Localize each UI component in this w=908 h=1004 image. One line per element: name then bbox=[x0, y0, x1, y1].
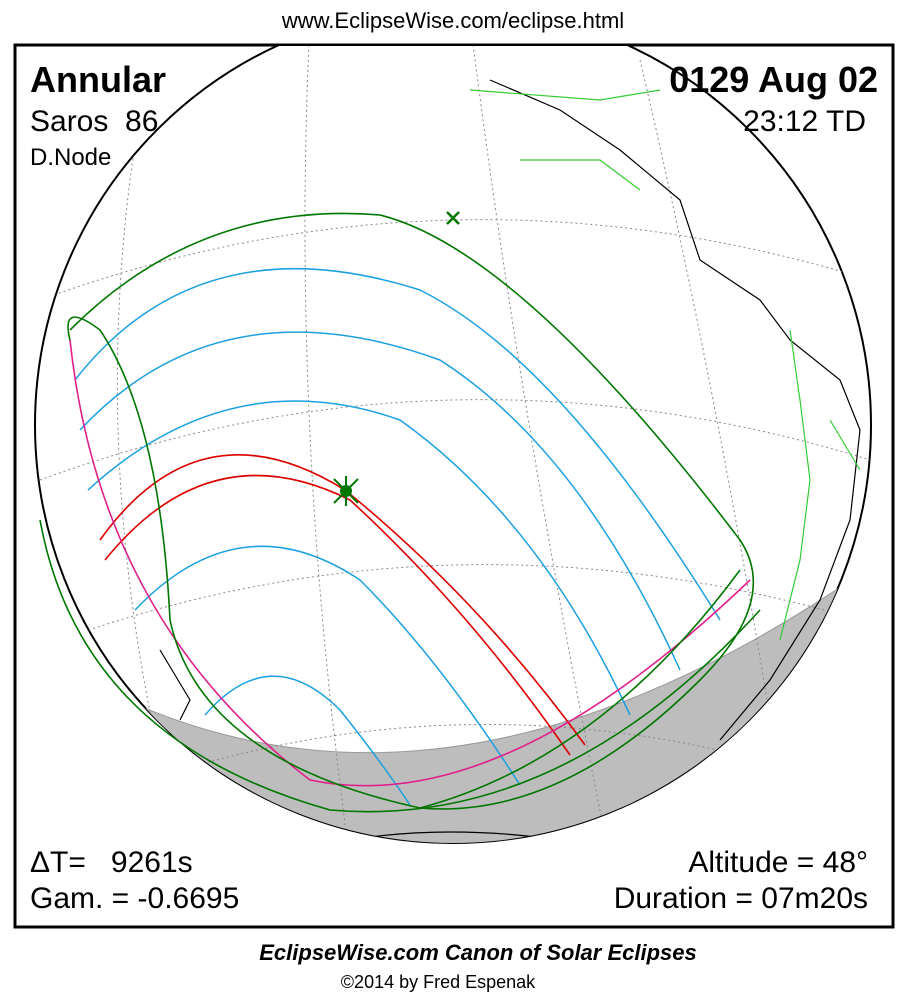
altitude: Altitude = 48° bbox=[688, 846, 868, 879]
saros: Saros 86 bbox=[30, 105, 158, 138]
time: 23:12 TD bbox=[743, 105, 866, 138]
url: www.EclipseWise.com/eclipse.html bbox=[281, 8, 624, 33]
duration: Duration = 07m20s bbox=[614, 882, 868, 915]
footer-title: EclipseWise.com Canon of Solar Eclipses bbox=[259, 940, 697, 965]
eclipse-type: Annular bbox=[30, 59, 166, 100]
copyright: ©2014 by Fred Espenak bbox=[341, 972, 536, 992]
delta-t: ΔT= 9261s bbox=[30, 846, 193, 879]
node: D.Node bbox=[30, 144, 111, 171]
date: 0129 Aug 02 bbox=[669, 59, 878, 100]
gamma: Gam. = -0.6695 bbox=[30, 882, 239, 915]
